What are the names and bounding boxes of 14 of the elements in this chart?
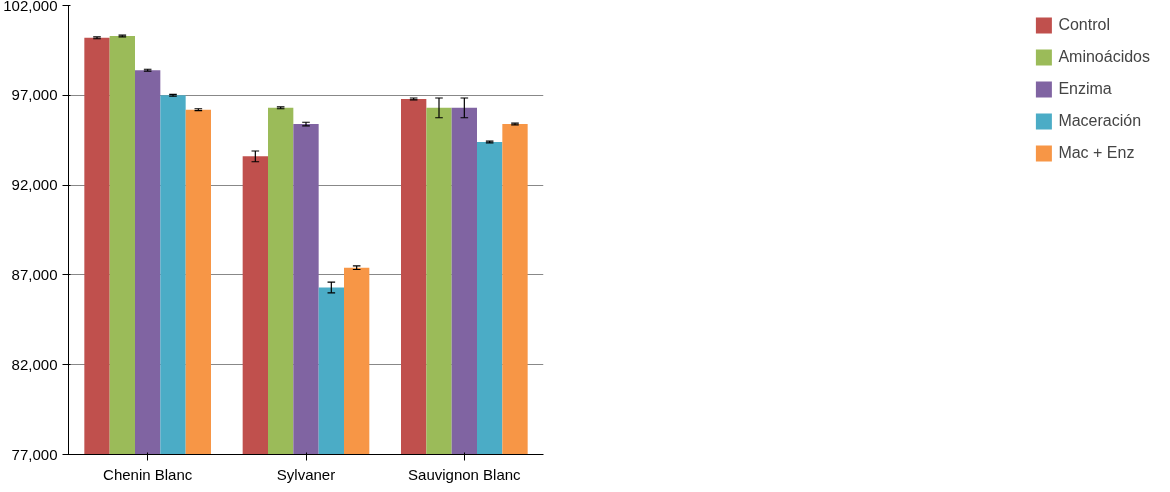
legend-label: Mac + Enz xyxy=(1058,144,1135,162)
y-tick-label: 97,000 xyxy=(11,86,58,104)
y-tick-label: 82,000 xyxy=(11,355,58,373)
y-tick-label: 102,000 xyxy=(3,0,58,14)
legend-label: Maceración xyxy=(1058,112,1142,130)
x-tick-label: Sylvaner xyxy=(276,465,336,483)
legend-label: Control xyxy=(1058,16,1110,34)
y-tick-label: 87,000 xyxy=(11,265,58,283)
y-tick-label: 92,000 xyxy=(11,176,58,194)
x-tick-label: Sauvignon Blanc xyxy=(408,465,522,483)
legend-label: Aminoácidos xyxy=(1058,48,1150,66)
y-tick-label: 77,000 xyxy=(11,445,58,463)
x-tick-label: Chenin Blanc xyxy=(103,465,193,483)
legend-label: Enzima xyxy=(1058,80,1112,98)
